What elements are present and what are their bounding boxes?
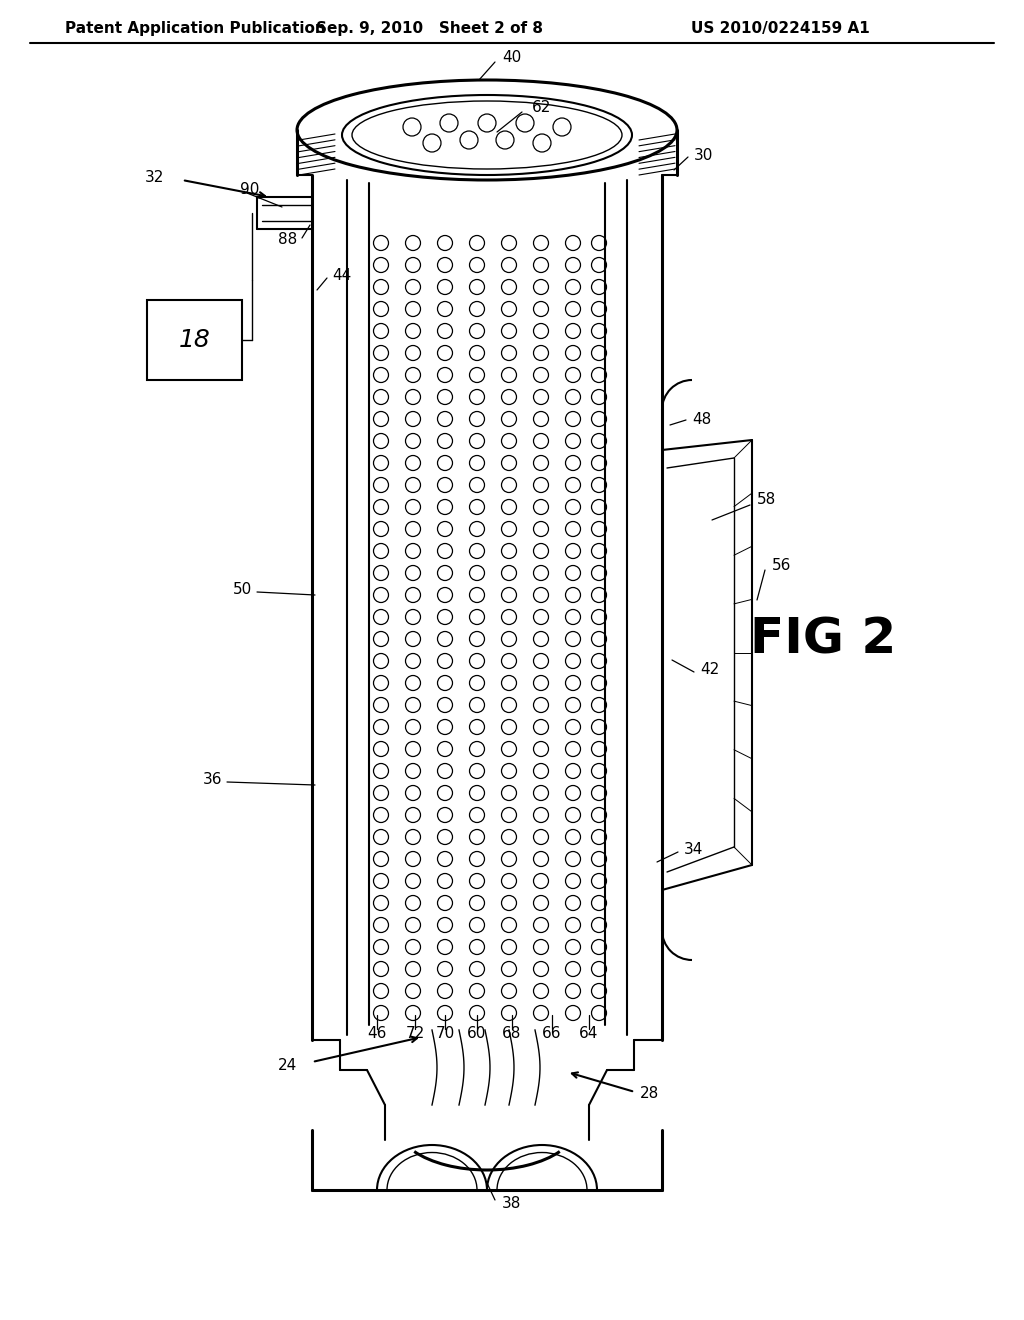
Text: 64: 64 xyxy=(580,1026,599,1040)
Bar xyxy=(147,300,242,380)
Text: 42: 42 xyxy=(700,663,719,677)
Text: 88: 88 xyxy=(278,232,297,248)
Text: 90: 90 xyxy=(240,182,259,198)
Text: 70: 70 xyxy=(435,1026,455,1040)
Text: US 2010/0224159 A1: US 2010/0224159 A1 xyxy=(691,21,870,36)
Text: 58: 58 xyxy=(757,492,776,507)
Text: 28: 28 xyxy=(640,1086,659,1101)
Text: 56: 56 xyxy=(772,557,792,573)
Text: Sep. 9, 2010   Sheet 2 of 8: Sep. 9, 2010 Sheet 2 of 8 xyxy=(316,21,544,36)
Text: 46: 46 xyxy=(368,1026,387,1040)
Text: 44: 44 xyxy=(332,268,351,282)
Text: 34: 34 xyxy=(684,842,703,858)
Text: 38: 38 xyxy=(502,1196,521,1210)
Text: 24: 24 xyxy=(278,1057,297,1072)
Text: 40: 40 xyxy=(502,50,521,66)
Text: Patent Application Publication: Patent Application Publication xyxy=(65,21,326,36)
Text: 68: 68 xyxy=(503,1026,521,1040)
Text: 36: 36 xyxy=(203,772,222,788)
Text: 48: 48 xyxy=(692,412,712,428)
Text: 30: 30 xyxy=(694,148,714,162)
Text: 50: 50 xyxy=(232,582,252,598)
Text: 32: 32 xyxy=(144,170,164,186)
Text: 62: 62 xyxy=(532,100,551,116)
Text: 66: 66 xyxy=(543,1026,562,1040)
Text: FIG 2: FIG 2 xyxy=(750,616,896,664)
Text: 60: 60 xyxy=(467,1026,486,1040)
Text: 72: 72 xyxy=(406,1026,425,1040)
Text: 18: 18 xyxy=(178,327,210,352)
